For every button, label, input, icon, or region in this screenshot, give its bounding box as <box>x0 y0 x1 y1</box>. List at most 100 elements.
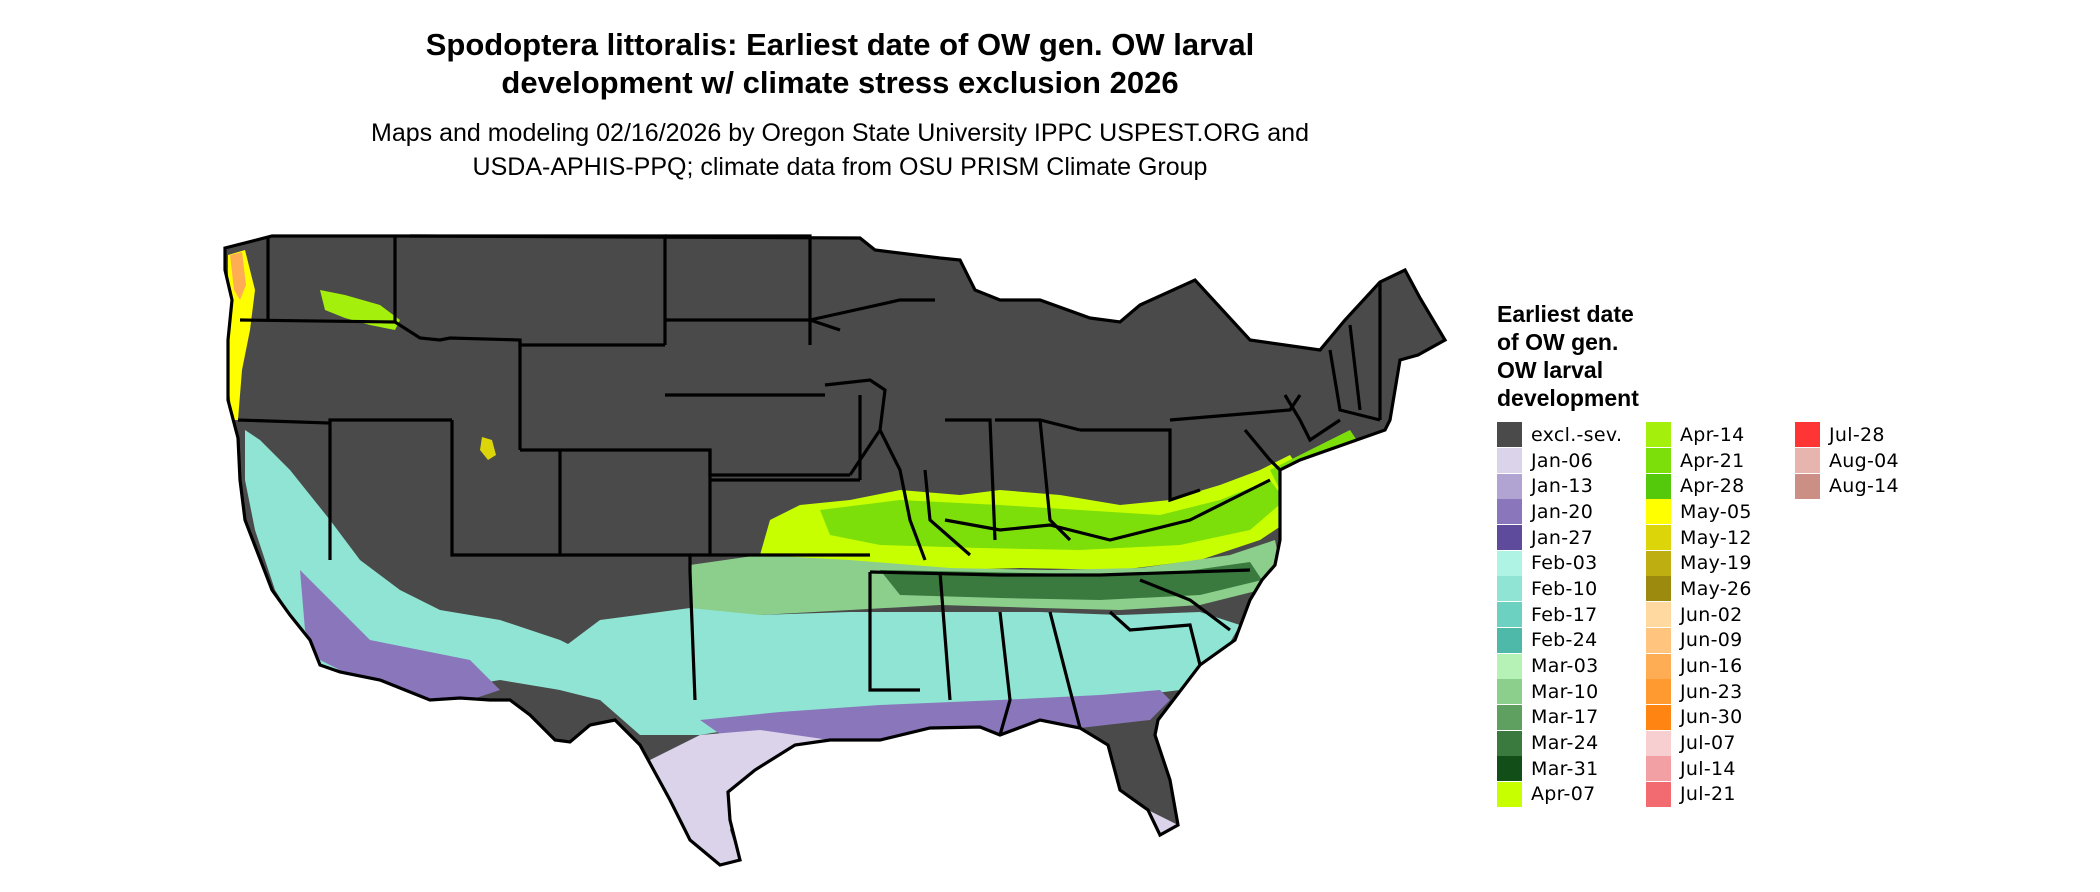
legend-swatch <box>1497 627 1522 653</box>
legend-swatch <box>1646 499 1671 525</box>
legend-title-line: Earliest date <box>1497 301 1634 327</box>
legend-swatch <box>1646 730 1671 756</box>
legend-swatch <box>1497 602 1522 628</box>
legend-item: Mar-17 <box>1497 704 1646 731</box>
legend-item: May-26 <box>1646 576 1795 602</box>
legend-swatch <box>1497 448 1522 474</box>
title-block: Spodoptera littoralis: Earliest date of … <box>0 26 1680 184</box>
legend-swatch <box>1646 627 1671 653</box>
legend-item: Jan-27 <box>1497 525 1646 551</box>
legend-item: Mar-10 <box>1497 679 1646 705</box>
legend-swatch <box>1795 448 1820 474</box>
legend-swatch <box>1497 730 1522 756</box>
legend-label: May-12 <box>1680 526 1752 549</box>
legend-item: Aug-04 <box>1795 448 1944 474</box>
legend-item: Feb-24 <box>1497 627 1646 654</box>
legend-item: Feb-10 <box>1497 576 1646 602</box>
map-title-line-2: development w/ climate stress exclusion … <box>501 65 1179 100</box>
legend-swatch <box>1497 499 1522 525</box>
legend-label: Jul-07 <box>1680 732 1736 755</box>
legend-label: Jun-30 <box>1680 706 1743 729</box>
legend-label: Apr-07 <box>1531 783 1596 806</box>
legend-swatch <box>1497 422 1522 448</box>
legend-swatch <box>1497 781 1522 807</box>
legend-title: Earliest date of OW gen. OW larval devel… <box>1497 300 1717 412</box>
legend-item: Jul-21 <box>1646 781 1795 808</box>
legend-label: excl.-sev. <box>1531 423 1623 446</box>
zone-apr-dark <box>820 480 1285 550</box>
legend-item: May-12 <box>1646 525 1795 551</box>
legend-swatch <box>1646 653 1671 679</box>
legend-label: Jan-27 <box>1531 526 1594 549</box>
legend-swatch <box>1497 473 1522 499</box>
legend-swatch <box>1497 653 1522 679</box>
legend-title-line: of OW gen. <box>1497 329 1619 355</box>
legend-swatch <box>1646 756 1671 782</box>
legend-item: Apr-07 <box>1497 781 1646 808</box>
legend-swatch <box>1497 756 1522 782</box>
legend-swatch <box>1646 602 1671 628</box>
legend-label: Feb-10 <box>1531 577 1598 600</box>
legend-swatch <box>1795 473 1820 499</box>
legend-label: Mar-17 <box>1531 706 1599 729</box>
legend-item: Feb-03 <box>1497 550 1646 576</box>
legend-item: excl.-sev. <box>1497 422 1646 448</box>
legend-swatch <box>1497 525 1522 551</box>
legend-item: Jan-06 <box>1497 448 1646 474</box>
legend-label: Apr-21 <box>1680 449 1745 472</box>
legend-item: Jun-09 <box>1646 627 1795 654</box>
legend-label: Jun-02 <box>1680 603 1743 626</box>
legend-swatch <box>1646 704 1671 730</box>
legend-swatch <box>1497 550 1522 576</box>
map-subtitle: Maps and modeling 02/16/2026 by Oregon S… <box>0 116 1680 184</box>
legend-label: Mar-03 <box>1531 655 1599 678</box>
legend-label: Apr-14 <box>1680 423 1745 446</box>
map-subtitle-line-2: USDA-APHIS-PPQ; climate data from OSU PR… <box>472 153 1208 181</box>
legend-label: Jul-21 <box>1680 783 1736 806</box>
legend-item: Apr-21 <box>1646 448 1795 474</box>
legend-label: Jul-14 <box>1680 757 1736 780</box>
legend-item: Aug-14 <box>1795 473 1944 499</box>
legend-label: Jun-23 <box>1680 680 1743 703</box>
legend-label: Jun-09 <box>1680 629 1743 652</box>
legend-swatch <box>1646 781 1671 807</box>
legend-swatch <box>1646 448 1671 474</box>
map-legend: Earliest date of OW gen. OW larval devel… <box>1497 300 1944 807</box>
legend-swatch <box>1646 525 1671 551</box>
legend-column: Apr-14 Apr-21 Apr-28 May-05 May-12 May-19 May-… <box>1646 422 1795 807</box>
state-borders <box>223 234 1448 867</box>
legend-label: Aug-04 <box>1829 449 1899 472</box>
legend-item: Jun-23 <box>1646 679 1795 705</box>
zone-jan-south <box>700 690 1170 748</box>
legend-column: Jul-28 Aug-04 Aug-14 <box>1795 422 1944 807</box>
zone-feb <box>520 608 1240 735</box>
legend-label: Jan-20 <box>1531 500 1594 523</box>
legend-title-line: OW larval <box>1497 357 1604 383</box>
legend-swatch <box>1646 550 1671 576</box>
legend-item: Jan-20 <box>1497 499 1646 525</box>
legend-label: Mar-10 <box>1531 680 1599 703</box>
legend-item: Jun-02 <box>1646 602 1795 628</box>
legend-label: Feb-03 <box>1531 552 1598 575</box>
legend-label: Jan-13 <box>1531 475 1594 498</box>
legend-swatch <box>1646 679 1671 705</box>
legend-item: Apr-28 <box>1646 473 1795 499</box>
legend-label: Jul-28 <box>1829 423 1885 446</box>
legend-label: Aug-14 <box>1829 475 1899 498</box>
legend-swatch <box>1497 576 1522 602</box>
legend-item: Apr-14 <box>1646 422 1795 448</box>
legend-column: excl.-sev. Jan-06 Jan-13 Jan-20 Jan-27 Feb-03… <box>1497 422 1646 807</box>
legend-item: May-05 <box>1646 499 1795 525</box>
legend-item: Feb-17 <box>1497 602 1646 628</box>
us-map <box>223 234 1448 867</box>
legend-label: May-05 <box>1680 500 1752 523</box>
legend-swatch <box>1795 422 1820 448</box>
zone-may-coast <box>228 250 255 420</box>
zone-apr-snake <box>320 290 400 330</box>
legend-columns: excl.-sev. Jan-06 Jan-13 Jan-20 Jan-27 Feb-03… <box>1497 422 1944 807</box>
legend-label: Feb-17 <box>1531 603 1598 626</box>
map-title-line-1: Spodoptera littoralis: Earliest date of … <box>425 27 1255 62</box>
legend-item: Mar-24 <box>1497 730 1646 756</box>
legend-label: May-26 <box>1680 577 1752 600</box>
legend-item: Jul-28 <box>1795 422 1944 448</box>
